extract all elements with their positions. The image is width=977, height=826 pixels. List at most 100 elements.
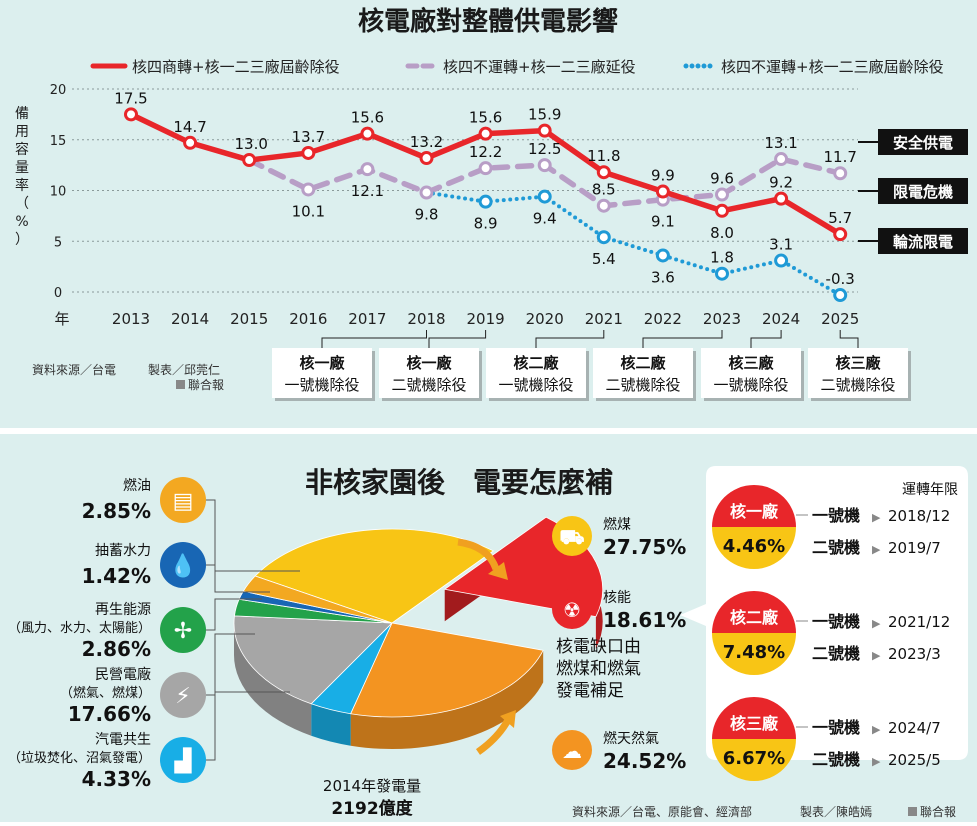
- callout-box: [701, 348, 801, 398]
- legend-name: 核能: [603, 590, 631, 606]
- data-point: [183, 135, 198, 150]
- series-line-3: [424, 190, 843, 298]
- data-point: [537, 158, 552, 173]
- x-tick-label: 2024: [762, 310, 800, 328]
- y-tick-label: 20: [50, 83, 67, 98]
- legend-value: 17.66%: [68, 702, 151, 726]
- legend-label-1: 核四商轉+核一二三廠屆齡除役: [132, 58, 340, 76]
- data-point: [655, 184, 670, 199]
- data-label: 9.1: [651, 213, 675, 231]
- publisher-mark: [908, 807, 917, 816]
- data-label: 9.9: [651, 167, 675, 185]
- callout-box: [808, 348, 908, 398]
- data-label: 13.7: [292, 128, 325, 146]
- legend-icon-bg: [552, 516, 592, 556]
- callout-line: [428, 330, 487, 348]
- legend-name: 燃油: [123, 477, 151, 494]
- data-point: [596, 165, 611, 180]
- x-axis-label: 年: [54, 310, 69, 328]
- unit-arrow: ▶: [872, 755, 881, 768]
- data-label: 12.1: [351, 182, 384, 200]
- band-badge: [878, 228, 968, 254]
- unit-label: 一號機: [812, 506, 860, 525]
- unit-date: 2024/7: [888, 719, 941, 737]
- pie-slice-side: [350, 650, 544, 749]
- data-label: 14.7: [173, 118, 206, 136]
- legend-icon-bg: [160, 477, 206, 523]
- unit-arrow: ▶: [872, 543, 881, 556]
- y-tick-label: 0: [54, 286, 62, 301]
- data-label: 17.5: [114, 89, 147, 107]
- data-point: [774, 253, 789, 268]
- legend-icon: ⚡: [175, 684, 190, 709]
- x-tick-label: 2020: [526, 310, 564, 328]
- schedule-title: 運轉年限: [902, 482, 958, 498]
- data-label: 13.1: [764, 134, 797, 152]
- data-label: 9.4: [533, 210, 557, 228]
- legend-icon-bg: [552, 589, 592, 629]
- data-label: 15.6: [469, 109, 502, 127]
- callout-plant: 核三廠: [728, 354, 774, 372]
- data-point: [478, 194, 493, 209]
- band-badge: [878, 178, 968, 204]
- legend-name: 燃煤: [603, 516, 631, 533]
- publisher-text: 聯合報: [188, 377, 224, 392]
- y-tick-label: 10: [50, 185, 67, 200]
- legend-leader: [206, 633, 255, 696]
- callout-plant: 核二廠: [620, 354, 666, 372]
- arrow-gas: [475, 718, 512, 755]
- legend-leader: [206, 598, 262, 631]
- arrow-coal-head: [488, 562, 508, 580]
- note-line: 燃煤和燃氣: [556, 659, 641, 679]
- data-label: 12.2: [469, 143, 502, 161]
- unit-date: 2025/5: [888, 751, 941, 769]
- plant-badge-bottom: [712, 527, 796, 569]
- unit-label: 一號機: [812, 718, 860, 737]
- pie-total: 2192億度: [331, 798, 413, 819]
- data-label: 12.5: [528, 140, 561, 158]
- data-label: 15.6: [351, 109, 384, 127]
- data-label: 13.0: [234, 135, 267, 153]
- legend-sub: （垃圾焚化、沼氣發電）: [8, 751, 151, 766]
- callout-unit: 一號機除役: [498, 376, 573, 394]
- legend-icon: ⛟: [559, 525, 584, 549]
- publisher-text: 聯合報: [920, 804, 956, 819]
- data-point: [242, 153, 257, 168]
- legend-value: 18.61%: [603, 608, 686, 632]
- x-tick-label: 2013: [112, 310, 150, 328]
- callout-plant: 核二廠: [513, 354, 559, 372]
- callout-unit: 一號機除役: [284, 376, 359, 394]
- pie-slice-燃天然氣: [350, 622, 544, 718]
- source-text: 資料來源／台電: [32, 362, 116, 377]
- data-point: [301, 182, 316, 197]
- y-axis-label: 用: [15, 124, 29, 140]
- data-label: 5.4: [592, 250, 616, 268]
- data-point: [419, 185, 434, 200]
- credit-text: 製表／陳皓嫣: [800, 805, 872, 819]
- x-tick-label: 2019: [467, 310, 505, 328]
- unit-arrow: ▶: [872, 617, 881, 630]
- y-axis-label: %: [15, 214, 28, 230]
- data-label: 3.1: [769, 236, 793, 254]
- data-label: 9.8: [415, 206, 439, 224]
- pie-slice-side: [311, 703, 351, 746]
- x-tick-label: 2025: [821, 310, 859, 328]
- data-label: 11.7: [823, 148, 856, 166]
- band-label: 限電危機: [893, 183, 953, 201]
- legend-icon-bg: [160, 672, 206, 718]
- x-tick-label: 2016: [289, 310, 327, 328]
- pie-slice-燃油: [242, 575, 393, 624]
- band-label: 安全供電: [893, 134, 953, 152]
- y-axis-label: ）: [15, 232, 29, 248]
- data-point: [715, 203, 729, 218]
- legend-icon: ☁: [562, 739, 582, 763]
- y-axis-label: 備: [15, 106, 29, 122]
- publisher-mark: [176, 380, 185, 389]
- callout-line: [839, 330, 859, 348]
- arrow-coal: [457, 538, 500, 571]
- plant-badge-top: [712, 591, 796, 633]
- unit-date: 2021/12: [888, 613, 950, 631]
